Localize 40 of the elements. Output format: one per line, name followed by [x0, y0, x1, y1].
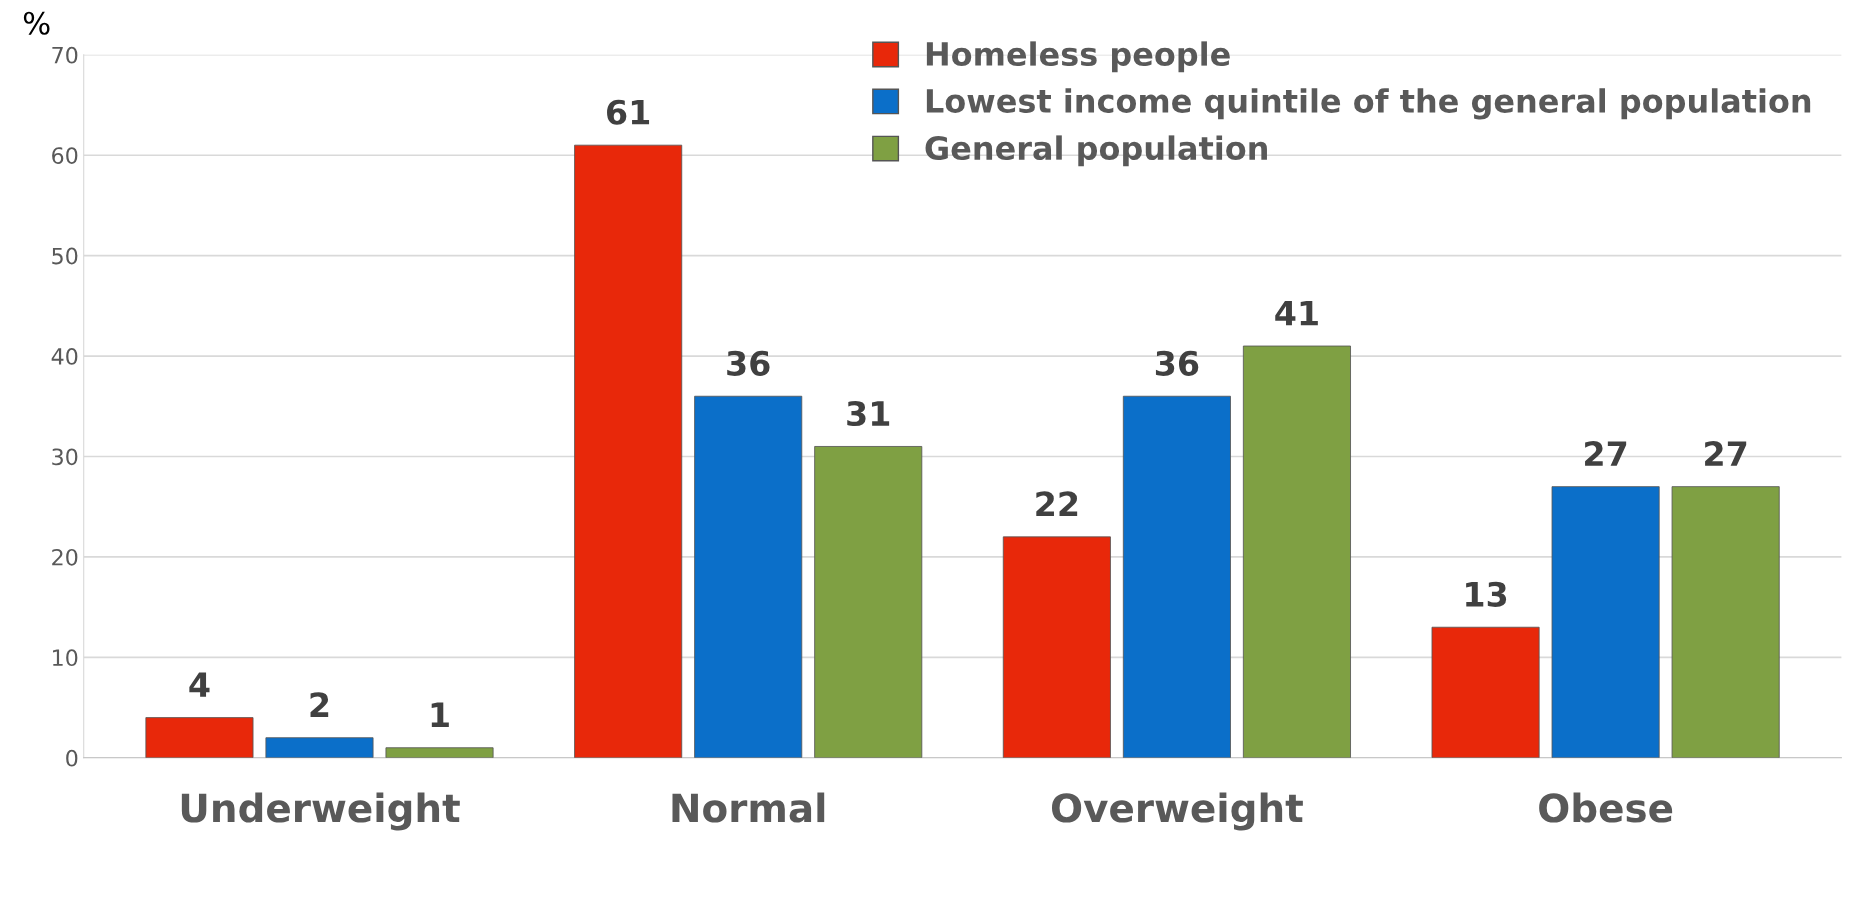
bar — [1242, 345, 1351, 758]
x-tick-label: Normal — [672, 792, 825, 823]
data-label: 22 — [1036, 491, 1078, 517]
y-tick-label: 30 — [52, 448, 78, 466]
data-label: 27 — [1585, 441, 1627, 466]
data-label: 2 — [310, 692, 329, 717]
bar — [1671, 486, 1780, 758]
data-label: 13 — [1466, 581, 1507, 607]
y-tick-label: 40 — [51, 348, 78, 365]
data-label: 1 — [431, 702, 449, 727]
data-label: 27 — [1705, 441, 1747, 466]
data-label: 41 — [1275, 300, 1318, 326]
y-tick-label: 20 — [52, 548, 78, 566]
legend-label: Homeless people — [926, 41, 1230, 73]
y-tick-label: 10 — [53, 649, 78, 667]
y-axis-title: % — [23, 11, 50, 35]
y-tick-label: 70 — [52, 46, 78, 64]
y-tick-label: 50 — [52, 247, 78, 265]
bar — [1431, 626, 1540, 758]
data-label: 4 — [189, 672, 210, 697]
bar — [385, 747, 494, 758]
bar — [814, 446, 923, 758]
y-tick-label: 0 — [66, 749, 78, 767]
data-label: 36 — [727, 350, 770, 376]
bar — [574, 144, 683, 758]
bar — [694, 395, 803, 758]
y-tick-label: 60 — [52, 147, 78, 164]
bar — [265, 737, 374, 758]
data-label: 31 — [847, 400, 890, 427]
data-label: 61 — [607, 99, 650, 125]
legend-label: Lowest income quintile of the general population — [926, 88, 1811, 120]
bar — [1002, 536, 1111, 758]
x-tick-label: Obese — [1539, 792, 1673, 823]
legend-label: General population — [925, 135, 1267, 167]
x-tick-label: Overweight — [1051, 792, 1303, 831]
data-label: 36 — [1155, 350, 1199, 376]
bar — [1122, 395, 1231, 758]
bar — [145, 717, 254, 758]
x-tick-label: Underweight — [181, 792, 460, 831]
bar — [1551, 486, 1660, 758]
